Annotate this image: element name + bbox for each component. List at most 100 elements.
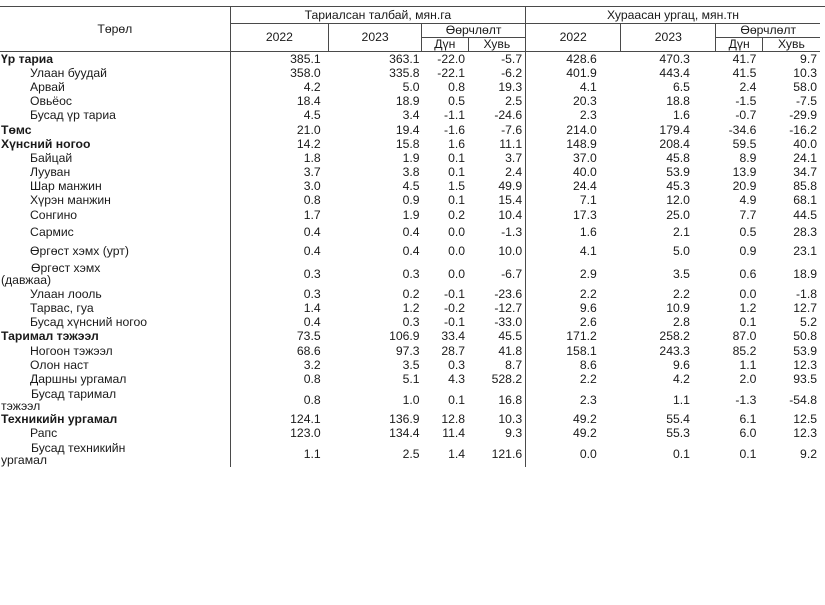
cell-value: 3.7 bbox=[229, 165, 329, 180]
table-row: Овьёос 18.4 18.9 0.5 2.5 20.3 18.8 -1.5 -7.5 bbox=[0, 94, 820, 109]
cell-value: 41.7 bbox=[732, 51, 757, 66]
cell-value: 0.5 bbox=[739, 224, 757, 239]
row-label-line1: Бусад таримал bbox=[31, 386, 117, 401]
cell-value: 10.4 bbox=[498, 207, 523, 222]
cell-value: 50.8 bbox=[793, 329, 817, 344]
cell-value: -0.7 bbox=[735, 108, 757, 123]
cell-value: 4.5 bbox=[402, 179, 420, 194]
cell-value: 4.5 bbox=[229, 108, 329, 123]
cell-value: 11.4 bbox=[442, 426, 466, 441]
cell-value: 385.1 bbox=[229, 51, 329, 67]
cell-value: 2.4 bbox=[739, 79, 757, 94]
cell-value: 10.0 bbox=[498, 244, 523, 258]
cell-value: -1.8 bbox=[795, 286, 817, 301]
cell-value: 41.5 bbox=[732, 65, 757, 80]
cell-value: -22.0 bbox=[437, 51, 466, 66]
cell-value: 0.5 bbox=[448, 94, 466, 109]
cell-value: 0.1 bbox=[448, 193, 466, 208]
cell-value: 0.1 bbox=[448, 165, 466, 180]
cell-value: -7.6 bbox=[501, 122, 523, 137]
row-label: Сонгино bbox=[30, 207, 78, 222]
type-column-header: Төрөл bbox=[0, 7, 231, 52]
row-label: Бусад техникийн ургамал bbox=[0, 441, 230, 467]
cell-value: 3.4 bbox=[402, 108, 420, 123]
cell-value: 20.3 bbox=[525, 94, 621, 109]
cell-value: 2.5 bbox=[402, 446, 420, 461]
area-change-header: Өөрчлөлт bbox=[421, 23, 526, 38]
cell-value: 9.2 bbox=[800, 446, 817, 461]
cell-value: 1.2 bbox=[402, 301, 420, 316]
cell-value: 0.6 bbox=[739, 267, 757, 282]
cell-value: 49.2 bbox=[525, 412, 621, 427]
cell-value: 85.8 bbox=[793, 179, 817, 194]
cell-value: -12.7 bbox=[494, 301, 523, 316]
row-label-line1: Өргөст хэмх bbox=[31, 261, 101, 276]
cell-value: 10.3 bbox=[498, 412, 523, 427]
cell-value: 0.8 bbox=[229, 372, 329, 387]
cell-value: 1.9 bbox=[402, 150, 420, 165]
row-label: Олон наст bbox=[30, 357, 89, 372]
cell-value: 121.6 bbox=[491, 446, 523, 461]
cell-value: 0.2 bbox=[402, 286, 420, 301]
cell-value: 73.5 bbox=[229, 329, 329, 344]
cell-value: 4.9 bbox=[739, 193, 757, 208]
cell-value: 0.8 bbox=[448, 79, 466, 94]
cell-value: 18.8 bbox=[666, 94, 690, 109]
cell-value: 19.4 bbox=[395, 122, 420, 137]
cell-value: 0.1 bbox=[448, 392, 466, 407]
cell-value: 0.8 bbox=[229, 193, 329, 209]
cell-value: -54.8 bbox=[789, 392, 817, 407]
row-label-line1: Бусад техникийн bbox=[31, 440, 126, 455]
harvest-group-header: Хураасан ургац, мян.тн bbox=[525, 7, 820, 24]
cell-value: 179.4 bbox=[659, 122, 690, 137]
cell-value: 97.3 bbox=[395, 343, 420, 358]
cell-value: 401.9 bbox=[525, 66, 621, 81]
cell-value: -6.2 bbox=[501, 65, 523, 80]
cell-value: 2.5 bbox=[505, 94, 523, 109]
cell-value: 1.1 bbox=[739, 357, 757, 372]
table-row: Өргөст хэмх (урт) 0.4 0.4 0.0 10.0 4.1 5.0 0.9 2… bbox=[0, 241, 820, 262]
row-label: Тарвас, гуа bbox=[30, 301, 94, 316]
cell-value: 0.3 bbox=[448, 357, 466, 372]
cell-value: 0.1 bbox=[739, 315, 757, 330]
cell-value: 171.2 bbox=[525, 329, 621, 344]
cell-value: 1.6 bbox=[525, 222, 621, 242]
table-row: Арвай 4.2 5.0 0.8 19.3 4.1 6.5 2.4 58.0 bbox=[0, 79, 820, 95]
cell-value: 4.3 bbox=[448, 371, 466, 386]
cell-value: 243.3 bbox=[659, 343, 690, 358]
cell-value: 5.0 bbox=[402, 79, 420, 94]
table-row: Бусад таримал тэжээл 0.8 1.0 0.1 16.8 2.3 1.1 -1… bbox=[0, 386, 820, 413]
cell-value: 3.5 bbox=[672, 267, 690, 282]
row-label: Бусад хүнсний ногоо bbox=[30, 315, 148, 330]
row-label: Байцай bbox=[30, 150, 73, 165]
harvest-year-2022-header: 2022 bbox=[525, 23, 621, 52]
area-percent-header: Хувь bbox=[467, 37, 526, 52]
cell-value: 53.9 bbox=[793, 343, 817, 358]
cell-value: 20.9 bbox=[732, 179, 757, 194]
cell-value: 0.2 bbox=[448, 207, 466, 222]
cell-value: 0.9 bbox=[402, 193, 420, 208]
cell-value: 0.4 bbox=[402, 224, 420, 239]
row-label: Шар манжин bbox=[30, 179, 102, 194]
cell-value: 2.3 bbox=[525, 108, 621, 123]
cell-value: 41.8 bbox=[498, 343, 523, 358]
cell-value: 358.0 bbox=[229, 66, 329, 81]
cell-value: 3.5 bbox=[402, 357, 420, 372]
cell-value: 0.3 bbox=[229, 261, 329, 288]
cell-value: 123.0 bbox=[229, 426, 329, 441]
cell-value: 44.5 bbox=[793, 207, 817, 222]
cell-value: 49.2 bbox=[525, 426, 621, 441]
table-row: Ногоон тэжээл 68.6 97.3 28.7 41.8 158.1 243.3 8… bbox=[0, 343, 820, 359]
cell-value: 15.8 bbox=[395, 136, 420, 151]
row-label-line2: тэжээл bbox=[1, 398, 41, 413]
cell-value: 470.3 bbox=[659, 51, 690, 66]
cell-value: 258.2 bbox=[659, 329, 690, 344]
table-row: Улаан буудай 358.0 335.8 -22.1 -6.2 401.9 443.… bbox=[0, 65, 820, 81]
cell-value: -0.2 bbox=[444, 301, 466, 316]
table-row: Бусад техникийн ургамал 1.1 2.5 1.4 121.6 0.0 0… bbox=[0, 440, 820, 467]
cell-value: 2.8 bbox=[672, 315, 690, 330]
cell-value: 0.0 bbox=[525, 440, 621, 467]
row-label: Таримал тэжээл bbox=[1, 329, 99, 344]
cell-value: 0.0 bbox=[448, 244, 466, 258]
cell-value: 3.2 bbox=[229, 358, 329, 373]
